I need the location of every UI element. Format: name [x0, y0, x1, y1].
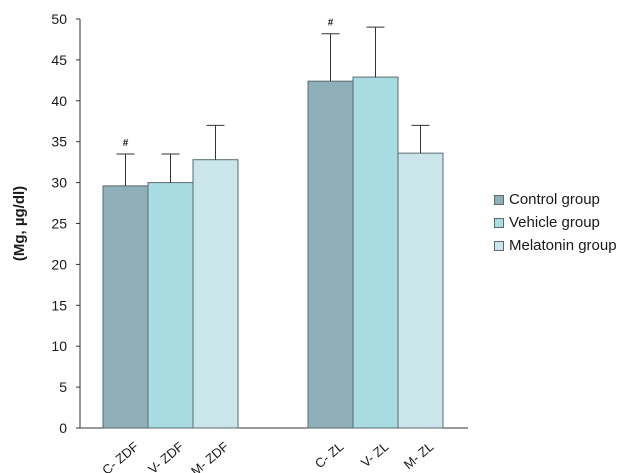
bar — [397, 152, 444, 429]
x-tick-label: V- ZL — [358, 439, 391, 470]
x-tick-label: M- ZDF — [188, 439, 231, 473]
legend-item: Control group — [494, 188, 617, 211]
legend-item: Melatonin group — [494, 234, 617, 257]
legend: Control group Vehicle group Melatonin grou… — [494, 188, 617, 257]
y-tick-label: 10 — [51, 338, 67, 354]
bar — [352, 76, 399, 429]
legend-label: Melatonin group — [509, 237, 617, 254]
y-tick-label: 35 — [51, 134, 67, 150]
bar — [192, 159, 239, 429]
y-tick-label: 40 — [51, 93, 67, 109]
y-tick-label: 5 — [59, 379, 67, 395]
x-tick-label: C- ZL — [312, 439, 347, 471]
legend-swatch — [494, 217, 504, 228]
legend-label: Control group — [509, 191, 600, 208]
significance-mark: # — [328, 18, 334, 29]
y-tick-label: 25 — [51, 216, 67, 232]
x-tick-label: C- ZDF — [99, 439, 141, 473]
y-tick-label: 0 — [59, 420, 67, 436]
y-tick-label: 50 — [51, 11, 67, 27]
bar — [102, 185, 149, 429]
x-tick-label: M- ZL — [401, 439, 437, 472]
y-tick-label: 30 — [51, 175, 67, 191]
bar — [147, 182, 194, 429]
legend-label: Vehicle group — [509, 214, 600, 231]
y-tick-label: 20 — [51, 256, 67, 272]
y-axis-label: (Mg, µg/dl) — [11, 186, 28, 261]
significance-mark: # — [123, 138, 129, 149]
bars: # C- ZDF V- ZDF M- ZDF # C- ZL V- ZL M- ZL — [99, 18, 444, 473]
x-tick-label: V- ZDF — [145, 439, 186, 473]
legend-swatch — [494, 194, 504, 205]
legend-item: Vehicle group — [494, 211, 617, 234]
y-tick-label: 15 — [51, 297, 67, 313]
bar — [307, 80, 354, 429]
y-axis: 0 5 10 15 20 25 30 35 40 45 50 — [51, 11, 81, 436]
y-tick-label: 45 — [51, 52, 67, 68]
legend-swatch — [494, 240, 504, 251]
